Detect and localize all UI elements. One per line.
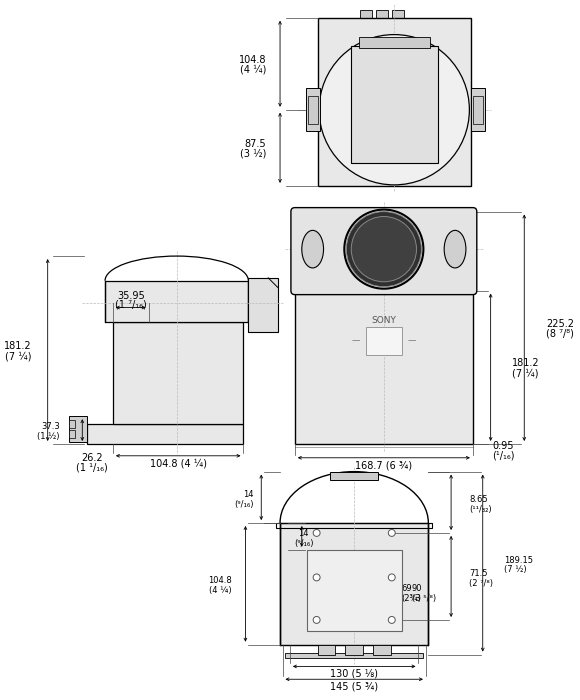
Text: 14: 14 [299,529,309,538]
Bar [248,278,278,332]
Bar [318,18,471,186]
Text: 14: 14 [243,490,253,499]
Text: 181.2: 181.2 [512,358,540,368]
Bar [373,645,391,654]
Text: (2¾): (2¾) [402,594,422,603]
Text: (1 ½): (1 ½) [37,431,60,440]
Circle shape [313,617,320,624]
Text: SONY: SONY [371,316,396,325]
Text: (3 ½): (3 ½) [240,148,266,159]
Circle shape [319,34,469,185]
Text: 0.95: 0.95 [492,441,514,451]
Text: 71.5: 71.5 [469,569,487,578]
Text: (4 ¼): (4 ¼) [240,64,266,75]
Bar [471,88,485,132]
Text: (¹/₁₆): (¹/₁₆) [492,451,515,461]
Text: (7 ¼): (7 ¼) [512,368,539,378]
Bar [306,88,320,132]
Circle shape [356,221,412,276]
Bar [307,550,402,631]
Circle shape [388,574,395,581]
Bar [345,645,363,654]
Bar [285,652,423,659]
Text: 87.5: 87.5 [245,139,266,149]
Text: (3 ⁵/⁸): (3 ⁵/⁸) [412,594,436,603]
Text: 8.65: 8.65 [469,495,488,504]
Circle shape [388,529,395,536]
Circle shape [374,239,394,259]
Bar [105,281,248,322]
Bar [358,36,430,48]
Text: (7 ¼): (7 ¼) [5,352,32,362]
Bar [392,10,404,18]
Text: 189.15: 189.15 [505,556,534,565]
Bar [70,416,87,442]
Text: (8 ⁷/⁸): (8 ⁷/⁸) [546,329,574,339]
Circle shape [313,574,320,581]
Circle shape [313,529,320,536]
Text: (²¹/₃₂): (²¹/₃₂) [351,603,374,612]
Text: (1 ⁷/₁₆): (1 ⁷/₁₆) [115,300,147,309]
Ellipse shape [302,230,324,268]
Bar [70,430,75,438]
Bar [87,424,244,444]
Text: 225.2: 225.2 [546,318,574,329]
Bar [366,328,402,355]
Circle shape [362,228,405,271]
Text: (⁹/₁₆): (⁹/₁₆) [294,539,314,548]
Text: 168.7 (6 ¾): 168.7 (6 ¾) [356,461,412,470]
Bar [360,10,372,18]
Text: 104.8: 104.8 [208,576,231,585]
Text: 90: 90 [412,584,422,593]
Text: —: — [407,337,416,346]
Bar [70,420,75,428]
Circle shape [351,216,416,282]
Bar [113,322,244,424]
Text: 16.5: 16.5 [353,595,371,603]
Text: (¹¹/₃₂): (¹¹/₃₂) [469,505,491,514]
Bar [351,46,438,163]
Circle shape [346,211,422,287]
Text: (7 ½): (7 ½) [505,566,527,575]
Text: —: — [352,337,360,346]
Text: (1 ¹/₁₆): (1 ¹/₁₆) [77,463,108,473]
Text: 181.2: 181.2 [4,341,32,351]
Circle shape [368,233,400,265]
Bar [331,472,378,480]
Circle shape [388,617,395,624]
Ellipse shape [444,230,466,268]
Bar [295,290,473,444]
Text: (⁹/₁₆): (⁹/₁₆) [234,500,253,509]
Text: (2 ⁷/⁸): (2 ⁷/⁸) [469,579,493,588]
Bar [473,96,483,124]
Text: 26.2: 26.2 [81,453,103,463]
Bar [376,10,388,18]
Text: 69: 69 [402,584,412,593]
Text: 145 (5 ¾): 145 (5 ¾) [330,681,378,691]
Bar [276,523,432,528]
Text: 130 (5 ⅛): 130 (5 ⅛) [330,668,378,678]
Text: 104.8 (4 ¼): 104.8 (4 ¼) [150,458,206,469]
Text: (4 ¼): (4 ¼) [209,587,231,595]
Bar [308,96,318,124]
Circle shape [379,244,389,254]
Text: 37.3: 37.3 [41,421,60,430]
Bar [280,523,429,645]
FancyBboxPatch shape [291,208,477,295]
Text: 104.8: 104.8 [239,55,266,65]
Text: 35.95: 35.95 [117,290,144,300]
Bar [318,645,335,654]
